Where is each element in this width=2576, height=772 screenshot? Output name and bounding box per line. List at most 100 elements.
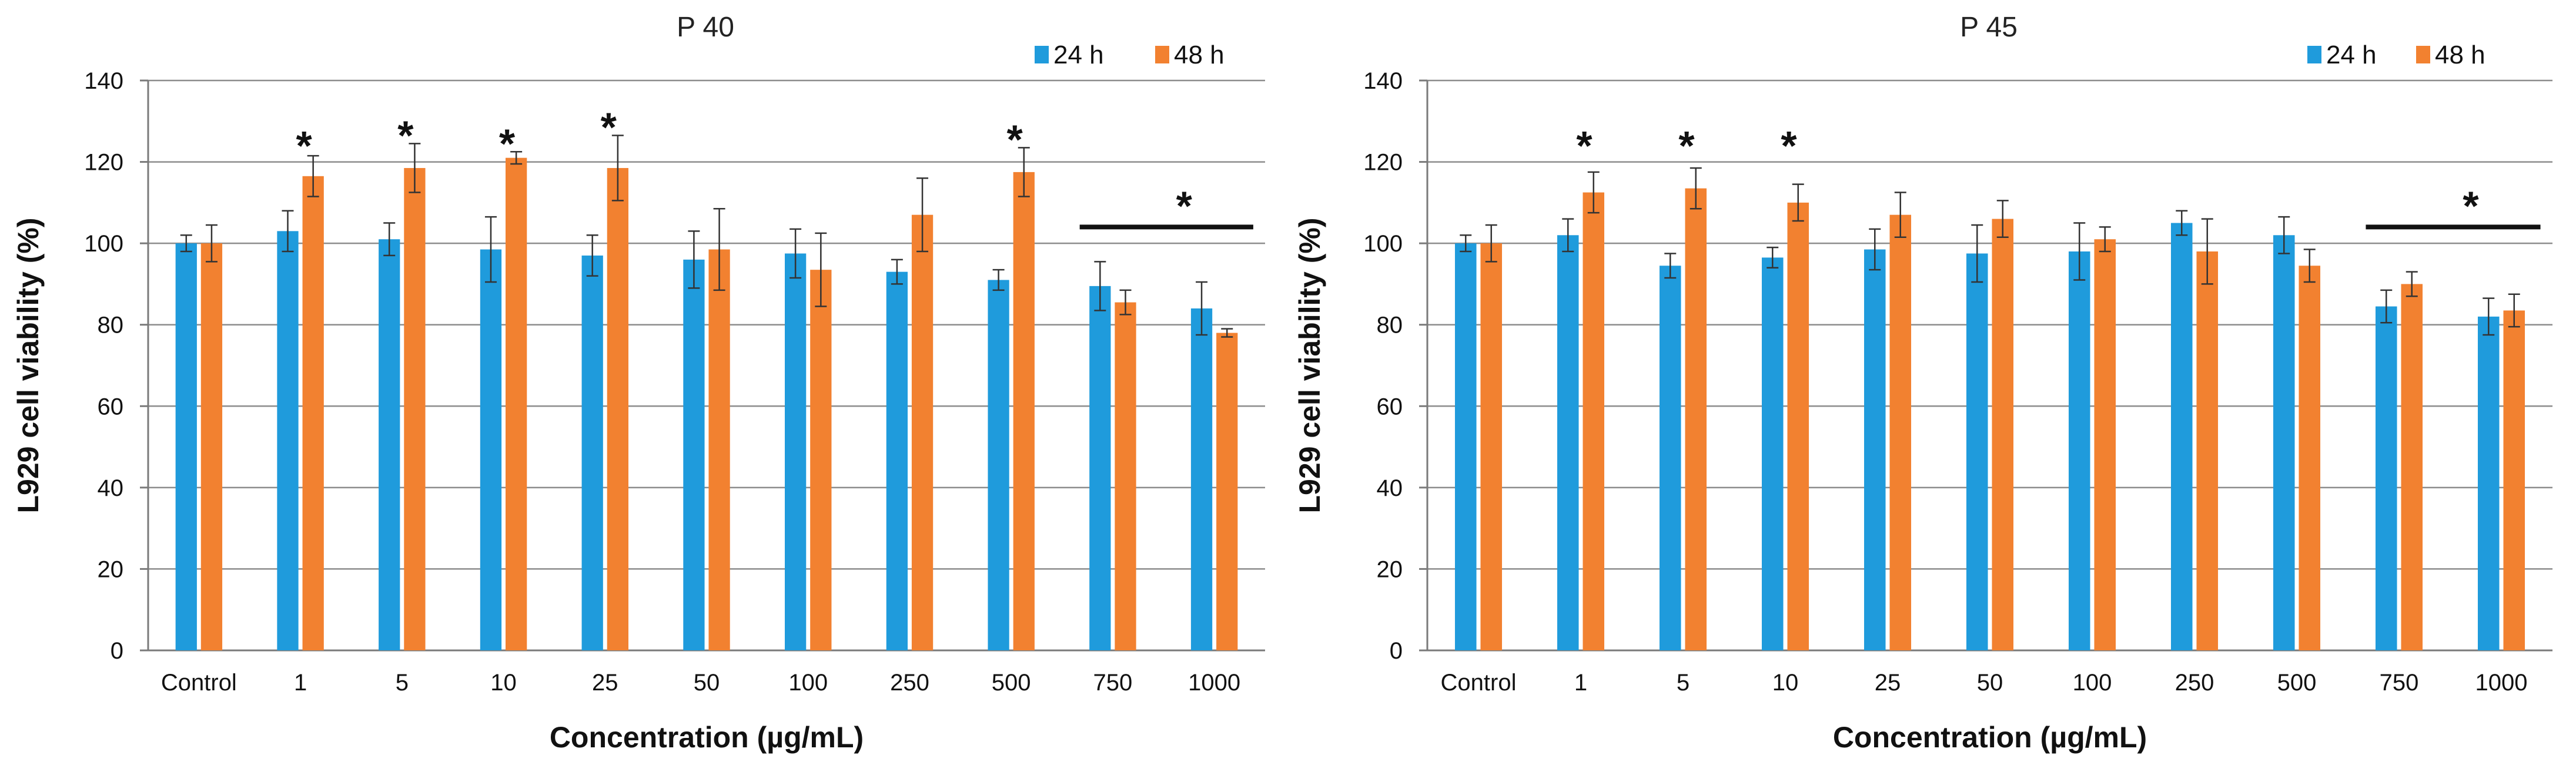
x-tick-label: 1000: [1188, 670, 1240, 696]
significance-star: *: [1176, 183, 1193, 229]
bar-48h-500: [2299, 266, 2321, 650]
x-tick-label: 250: [2175, 670, 2214, 696]
significance-star: *: [499, 120, 516, 166]
bar-48h-750: [1115, 302, 1136, 650]
bar-48h-25: [1889, 214, 1912, 651]
significance-star: *: [1781, 123, 1797, 169]
x-tick-label: 1: [1574, 670, 1587, 696]
x-tick-label: 250: [890, 670, 929, 696]
bar-24h-750: [1089, 286, 1111, 651]
bar-24h-5: [1659, 266, 1681, 650]
legend-label-24h: 24 h: [1053, 41, 1104, 69]
x-tick-label: 10: [1772, 670, 1799, 696]
y-tick-label: 20: [98, 556, 124, 582]
bar-24h-10: [480, 249, 502, 650]
significance-star: *: [601, 105, 617, 150]
bar-24h-Control: [175, 243, 197, 651]
x-tick-label: Control: [161, 670, 237, 696]
y-tick-label: 40: [98, 475, 124, 501]
legend-swatch-24h: [2307, 46, 2321, 63]
bar-48h-250: [2196, 251, 2219, 650]
significance-star: *: [1576, 123, 1593, 169]
bar-24h-100: [2068, 251, 2090, 650]
bar-48h-100: [2094, 239, 2116, 650]
bar-48h-10: [506, 157, 527, 651]
bar-48h-250: [911, 214, 934, 651]
y-tick-label: 80: [98, 313, 124, 338]
significance-star: *: [1007, 116, 1023, 162]
y-tick-label: 60: [1377, 394, 1403, 419]
y-tick-label: 120: [84, 150, 123, 176]
x-axis-title: Concentration (µg/mL): [1833, 721, 2147, 754]
x-tick-label: 500: [2277, 670, 2317, 696]
x-tick-label: 5: [396, 670, 409, 696]
legend-swatch-48h: [2416, 46, 2430, 63]
bar-48h-1000: [1216, 333, 1238, 650]
x-tick-label: 25: [1875, 670, 1901, 696]
bar-48h-25: [607, 167, 628, 650]
legend-label-48h: 48 h: [1174, 41, 1225, 69]
x-tick-label: 100: [788, 670, 828, 696]
y-tick-label: 100: [1363, 231, 1403, 257]
bar-48h-50: [708, 249, 730, 650]
bar-48h-1000: [2503, 310, 2525, 650]
x-axis-title: Concentration (µg/mL): [550, 721, 864, 754]
x-tick-label: 750: [2380, 670, 2419, 696]
y-axis-title: L929 cell viability (%): [12, 218, 45, 513]
y-tick-label: 40: [1377, 475, 1403, 501]
chart-panel-1: P 40 0 20 40 60 80 100 120 140 Control 1 5 10 25 50 100…: [12, 12, 1265, 754]
y-tick-label: 80: [1377, 313, 1403, 338]
y-tick-label: 60: [98, 394, 124, 419]
bar-24h-1: [277, 231, 299, 650]
y-axis-title: L929 cell viability (%): [1293, 218, 1326, 513]
bar-24h-50: [683, 259, 705, 650]
bar-48h-10: [1787, 202, 1809, 650]
x-tick-label: 100: [2073, 670, 2112, 696]
bar-48h-100: [810, 270, 832, 650]
chart-panel-2: P 45 0 20 40 60 80 100 120 140 Control 1 5 10 25 50 100…: [1293, 12, 2552, 754]
bar-48h-750: [2401, 284, 2423, 650]
significance-star: *: [2463, 183, 2479, 229]
x-tick-label: 10: [490, 670, 517, 696]
bar-24h-500: [988, 280, 1009, 650]
bar-48h-50: [1992, 219, 2014, 651]
bar-24h-100: [785, 253, 807, 650]
x-tick-label: 50: [694, 670, 720, 696]
y-tick-label: 120: [1363, 150, 1403, 176]
y-tick-label: 0: [1390, 638, 1403, 664]
bar-24h-500: [2273, 235, 2295, 650]
legend-label-48h: 48 h: [2435, 41, 2485, 69]
bar-48h-1: [302, 176, 324, 651]
legend-swatch-48h: [1155, 46, 1169, 63]
significance-star: *: [296, 123, 312, 169]
x-tick-label: 1000: [2475, 670, 2528, 696]
x-tick-label: 50: [1977, 670, 2003, 696]
bar-24h-25: [581, 255, 603, 650]
x-tick-label: 750: [1093, 670, 1133, 696]
bar-48h-5: [404, 167, 426, 650]
y-tick-label: 100: [84, 231, 123, 257]
chart-title: P 45: [1960, 12, 2018, 43]
chart-title: P 40: [677, 12, 734, 43]
legend-swatch-24h: [1035, 46, 1049, 63]
bar-48h-1: [1583, 192, 1605, 650]
bar-24h-Control: [1454, 243, 1477, 651]
significance-star: *: [1678, 123, 1695, 169]
bar-48h-5: [1685, 188, 1707, 650]
bar-24h-250: [2170, 223, 2193, 650]
x-tick-label: Control: [1441, 670, 1517, 696]
bar-24h-1000: [1190, 308, 1213, 650]
y-tick-label: 0: [111, 638, 123, 664]
bar-24h-750: [2375, 306, 2397, 650]
significance-star: *: [397, 112, 414, 158]
bar-48h-Control: [200, 243, 223, 651]
bar-24h-1: [1557, 235, 1579, 650]
y-tick-label: 140: [84, 68, 123, 94]
bar-48h-Control: [1480, 243, 1503, 651]
legend-label-24h: 24 h: [2326, 41, 2377, 69]
y-tick-label: 20: [1377, 556, 1403, 582]
x-tick-label: 1: [294, 670, 307, 696]
x-tick-label: 5: [1677, 670, 1690, 696]
bar-24h-1000: [2477, 316, 2500, 650]
